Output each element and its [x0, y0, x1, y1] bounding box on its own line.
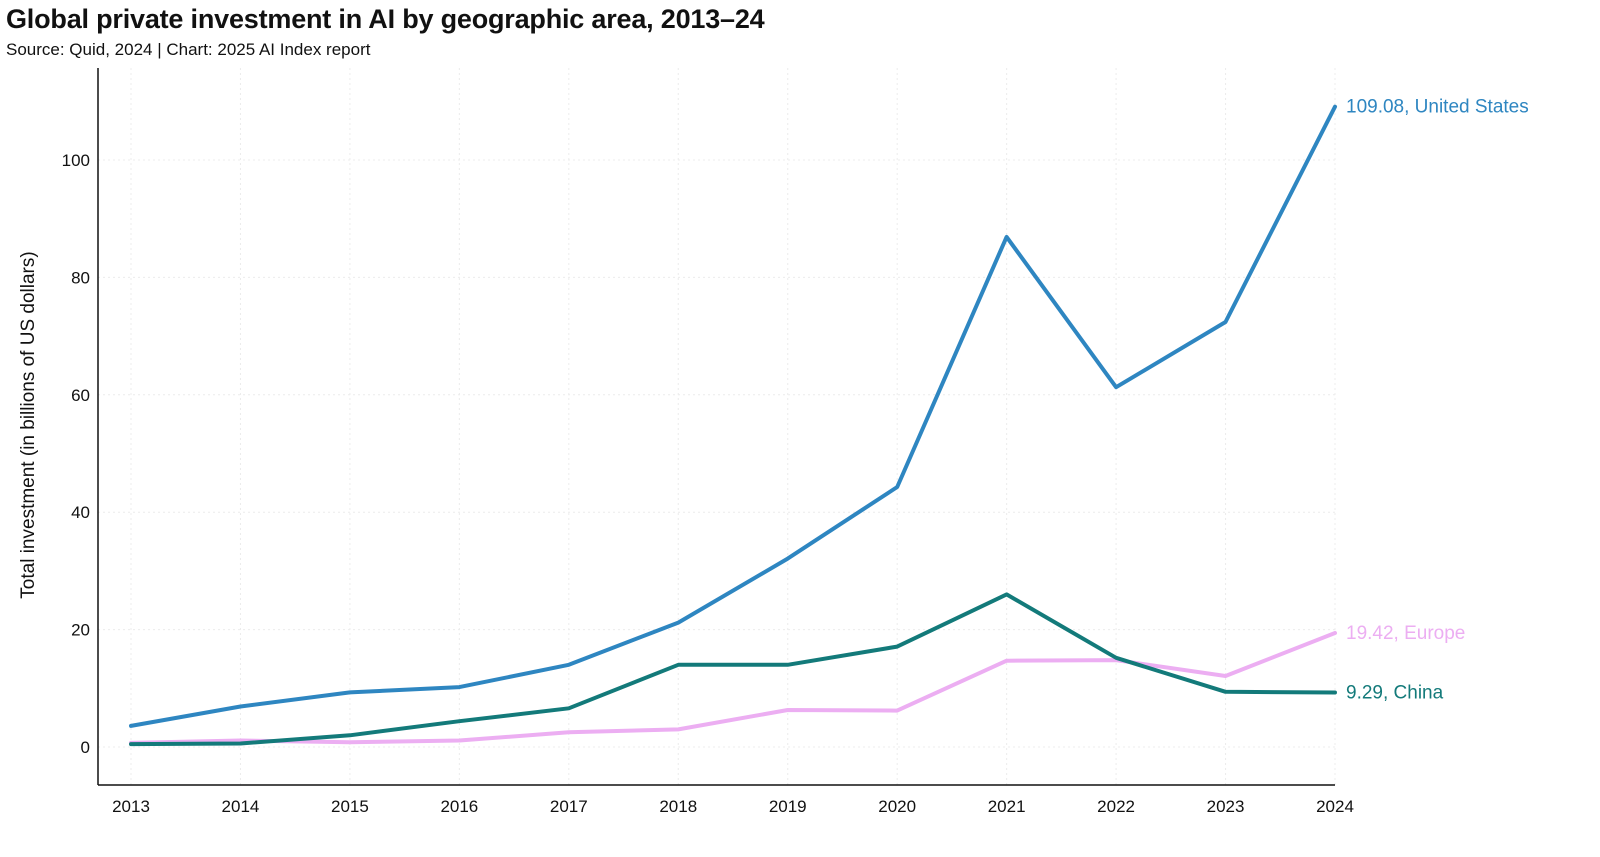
- x-tick-label: 2021: [988, 797, 1026, 816]
- end-label-united-states: 109.08, United States: [1346, 97, 1529, 118]
- x-tick-label: 2020: [878, 797, 916, 816]
- y-tick-label: 40: [71, 503, 90, 522]
- axes: [97, 68, 1335, 786]
- end-label-europe: 19.42, Europe: [1346, 623, 1465, 644]
- series-line-china: [129, 592, 1337, 747]
- y-tick-label: 0: [81, 738, 90, 757]
- x-tick-label: 2018: [659, 797, 697, 816]
- x-tick-label: 2014: [222, 797, 260, 816]
- x-tick-label: 2015: [331, 797, 369, 816]
- series-end-labels: 109.08, United States 9.29, China 19.42, E…: [1346, 97, 1529, 704]
- y-tick-label: 20: [71, 621, 90, 640]
- x-tick-label: 2023: [1207, 797, 1245, 816]
- tick-labels: 0 20 40 60 80 100 2013 2014 2015 2016 2017 2018 2019…: [62, 151, 1354, 816]
- x-tick-label: 2016: [440, 797, 478, 816]
- x-tick-label: 2022: [1097, 797, 1135, 816]
- y-tick-label: 100: [62, 151, 90, 170]
- series-line-europe: [129, 631, 1337, 745]
- y-tick-label: 60: [71, 386, 90, 405]
- chart-subtitle: Source: Quid, 2024 | Chart: 2025 AI Inde…: [6, 40, 371, 59]
- x-tick-label: 2017: [550, 797, 588, 816]
- y-axis-label: Total investment (in billions of US doll…: [18, 251, 39, 598]
- series-lines: [129, 104, 1337, 747]
- end-label-china: 9.29, China: [1346, 682, 1444, 703]
- series-line-united-states: [129, 104, 1337, 728]
- x-tick-label: 2019: [769, 797, 807, 816]
- gridlines: [98, 68, 1336, 785]
- chart-title: Global private investment in AI by geogr…: [6, 4, 765, 34]
- x-tick-label: 2013: [112, 797, 150, 816]
- y-tick-label: 80: [71, 268, 90, 287]
- x-tick-label: 2024: [1316, 797, 1354, 816]
